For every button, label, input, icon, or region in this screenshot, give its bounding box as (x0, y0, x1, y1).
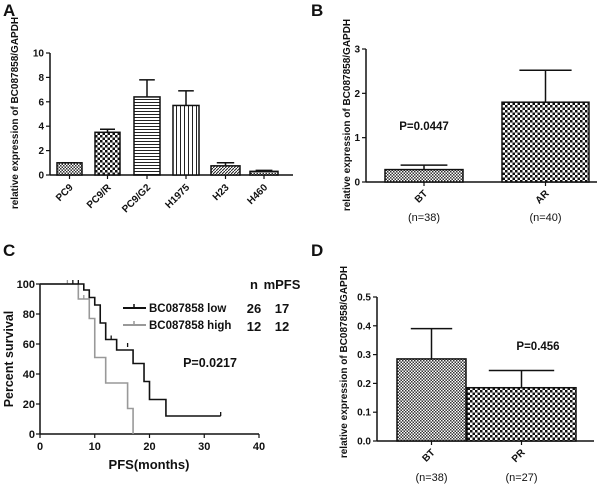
panel-b-xtick-label: AR (534, 188, 553, 207)
legend-n-high: 12 (247, 319, 261, 334)
panel-c-xtick-label: 10 (89, 441, 101, 453)
panel-d-pvalue: P=0.456 (516, 341, 559, 353)
legend-mpfs-low: 17 (275, 301, 289, 316)
panel-c-ytick-label: 60 (23, 339, 35, 351)
km-curve-high (40, 283, 134, 434)
panel-b-pvalue: P=0.0447 (399, 121, 449, 133)
panel-a-bar-pc9 (56, 162, 83, 176)
panel-b-ytick-label: 0 (354, 178, 360, 189)
panel-d-n-label: (n=38) (415, 472, 447, 484)
panel-label-c: C (3, 241, 15, 260)
panel-a-bar-pc9g2 (133, 96, 161, 176)
panel-d-ytick-label: 0.0 (357, 437, 371, 448)
panel-a-xtick-label: H460 (245, 182, 270, 207)
panel-c-pvalue: P=0.0217 (183, 356, 237, 370)
panel-a-ylabel: relative expression of BC087858/GAPDH (10, 17, 21, 209)
panel-a-bar-h23 (210, 165, 241, 176)
panel-d-ytick-label: 0.1 (357, 408, 371, 419)
panel-d-bar-pr (466, 386, 577, 442)
panel-c-xtick-label: 40 (253, 441, 265, 453)
panel-a-xtick-label: PC9 (54, 182, 76, 204)
legend-header-mpfs: mPFS (264, 277, 301, 292)
panel-a-ytick-label: 6 (38, 97, 44, 108)
panel-a-ytick-label: 2 (38, 146, 44, 157)
panel-c-ytick-label: 100 (17, 279, 35, 291)
legend-label-high: BC087858 high (149, 320, 231, 332)
panel-label-d: D (311, 241, 323, 260)
panel-a-bar-h460 (249, 170, 279, 176)
panel-c-xtick-label: 20 (143, 441, 155, 453)
panel-a-ytick-label: 10 (33, 49, 45, 60)
panel-b-ytick-label: 2 (354, 89, 360, 100)
legend-label-low: BC087858 low (149, 303, 226, 315)
panel-d-ylabel: relative expression of BC087858/GAPDH (339, 266, 350, 458)
panel-b-n-label: (n=38) (408, 212, 440, 224)
panel-d-ytick-label: 0.4 (357, 321, 371, 332)
panel-a-ytick-label: 0 (38, 171, 44, 182)
panel-b-bar-ar (501, 101, 590, 183)
panel-a-xtick-label: PC9/G2 (120, 182, 153, 215)
panel-a-xtick-label: H1975 (164, 182, 193, 211)
panel-d-bar-bt (396, 358, 467, 442)
panel-a-xtick-label: PC9/R (85, 182, 114, 211)
panel-b-ytick-label: 1 (354, 133, 360, 144)
panel-c-ytick-label: 80 (23, 309, 35, 321)
panel-b-bar-bt (384, 168, 464, 183)
panel-c-ytick-label: 40 (23, 369, 35, 381)
panel-d-ytick-label: 0.2 (357, 379, 371, 390)
legend-mpfs-high: 12 (275, 319, 289, 334)
panel-b-n-label: (n=40) (529, 212, 561, 224)
panel-c-ytick-label: 20 (23, 399, 35, 411)
panel-a-bar-pc9r (94, 131, 121, 176)
panel-b-ytick-label: 3 (354, 45, 360, 56)
panel-b-xtick-label: BT (413, 188, 430, 205)
panel-a-ytick-label: 8 (38, 73, 44, 84)
legend-header-n: n (250, 277, 258, 292)
panel-d-n-label: (n=27) (505, 472, 537, 484)
panel-d-xtick-label: PR (510, 447, 528, 465)
panel-a-bar-h1975 (172, 104, 200, 176)
panel-c-ylabel: Percent survival (2, 311, 16, 408)
panel-c-xtick-label: 0 (37, 441, 43, 453)
panel-c-xlabel: PFS(months) (109, 457, 190, 472)
panel-d-xtick-label: BT (420, 447, 437, 464)
panel-d-ytick-label: 0.3 (357, 350, 371, 361)
panel-a-ytick-label: 4 (38, 122, 44, 133)
legend-n-low: 26 (247, 301, 261, 316)
panel-c-ytick-label: 0 (29, 429, 35, 441)
panel-label-b: B (311, 1, 323, 20)
panel-c-xtick-label: 30 (198, 441, 210, 453)
panel-d-ytick-label: 0.5 (357, 293, 371, 304)
panel-label-a: A (3, 1, 15, 20)
panel-a-xtick-label: H23 (211, 182, 232, 203)
panel-b-ylabel: relative expression of BC087858/GAPDH (342, 19, 353, 211)
